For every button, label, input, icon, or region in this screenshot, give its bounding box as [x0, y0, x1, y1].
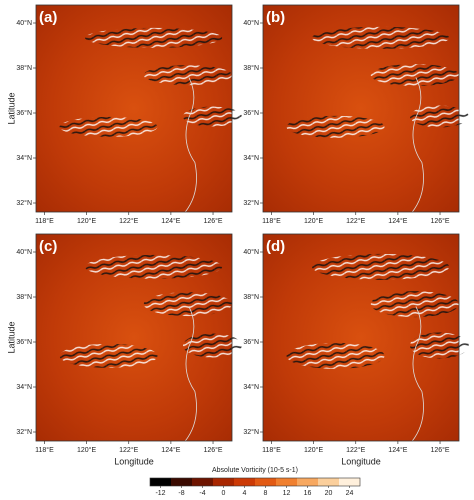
colorbar-tick-label: 16 — [304, 490, 312, 497]
panel-frame — [35, 233, 233, 442]
colorbar-tick-label: 24 — [346, 490, 354, 497]
vorticity-band — [85, 27, 223, 48]
colorbar-tick-label: 8 — [264, 490, 268, 497]
x-tick-label: 122°E — [346, 217, 365, 225]
y-tick-label: 32°N — [243, 428, 259, 436]
x-axis-title: Longitude — [341, 456, 381, 466]
panel-label: (b) — [266, 9, 285, 26]
colorbar-segment — [318, 478, 340, 486]
colorbar-segment — [255, 478, 277, 486]
vorticity-band — [370, 291, 459, 318]
colorbar-tick-label: -12 — [155, 490, 165, 497]
y-tick-label: 34°N — [243, 383, 259, 391]
colorbar-tick-label: -4 — [199, 490, 205, 497]
vorticity-band — [59, 343, 158, 368]
coastline — [184, 77, 197, 213]
vorticity-band — [183, 106, 242, 127]
x-tick-label: 120°E — [304, 446, 323, 454]
coastline — [411, 77, 424, 213]
y-tick-label: 36°N — [243, 109, 259, 117]
colorbar-segment — [234, 478, 256, 486]
colorbar-tick-label: 12 — [283, 490, 291, 497]
x-tick-label: 118°E — [262, 446, 281, 454]
x-axis-title: Longitude — [114, 456, 154, 466]
y-axis-title: Latitude — [6, 92, 16, 124]
y-axis-title: Latitude — [6, 321, 16, 353]
y-tick-label: 38°N — [16, 64, 32, 72]
y-tick-label: 34°N — [243, 154, 259, 162]
colorbar-frame — [149, 477, 361, 487]
y-tick-label: 32°N — [243, 199, 259, 207]
x-tick-label: 118°E — [35, 217, 54, 225]
x-tick-label: 122°E — [119, 446, 138, 454]
x-tick-label: 120°E — [77, 446, 96, 454]
y-tick-label: 36°N — [16, 338, 32, 346]
vorticity-band — [286, 342, 385, 369]
y-tick-label: 38°N — [16, 293, 32, 301]
panel-label: (d) — [266, 238, 285, 255]
panel-frame — [262, 4, 460, 213]
y-tick-label: 40°N — [243, 19, 259, 27]
x-tick-label: 124°E — [161, 217, 180, 225]
x-tick-label: 122°E — [119, 217, 138, 225]
vorticity-band — [312, 253, 450, 280]
vorticity-band — [312, 26, 450, 49]
vorticity-band — [410, 105, 469, 128]
coastline — [411, 306, 424, 442]
y-tick-label: 32°N — [16, 199, 32, 207]
vorticity-band — [410, 332, 469, 359]
panel-frame — [35, 4, 233, 213]
x-tick-label: 122°E — [346, 446, 365, 454]
vorticity-band — [59, 116, 158, 137]
x-tick-label: 126°E — [203, 217, 222, 225]
y-tick-label: 36°N — [16, 109, 32, 117]
x-tick-label: 120°E — [304, 217, 323, 225]
x-tick-label: 124°E — [161, 446, 180, 454]
vorticity-band — [286, 115, 385, 138]
y-tick-label: 34°N — [16, 383, 32, 391]
x-tick-label: 126°E — [430, 446, 449, 454]
x-tick-label: 126°E — [203, 446, 222, 454]
colorbar-segment — [297, 478, 319, 486]
vorticity-band — [85, 254, 223, 279]
vorticity-band — [370, 64, 459, 87]
y-tick-label: 32°N — [16, 428, 32, 436]
coastline — [184, 306, 197, 442]
colorbar-segment — [192, 478, 214, 486]
colorbar-segment — [213, 478, 235, 486]
y-tick-label: 40°N — [16, 248, 32, 256]
x-tick-label: 120°E — [77, 217, 96, 225]
x-tick-label: 124°E — [388, 217, 407, 225]
panel-frame — [262, 233, 460, 442]
vorticity-band — [143, 292, 232, 317]
colorbar-tick-label: 20 — [325, 490, 333, 497]
x-tick-label: 118°E — [262, 217, 281, 225]
colorbar-segment — [339, 478, 361, 486]
y-tick-label: 34°N — [16, 154, 32, 162]
vorticity-band — [183, 333, 242, 358]
x-tick-label: 124°E — [388, 446, 407, 454]
x-tick-label: 118°E — [35, 446, 54, 454]
y-tick-label: 38°N — [243, 293, 259, 301]
colorbar-title: Absolute Vorticity (10-5 s-1) — [212, 467, 298, 474]
panel-label: (c) — [39, 238, 57, 255]
vorticity-band — [143, 65, 232, 86]
y-tick-label: 36°N — [243, 338, 259, 346]
panel-label: (a) — [39, 9, 57, 26]
y-tick-label: 38°N — [243, 64, 259, 72]
colorbar-tick-label: -8 — [178, 490, 184, 497]
colorbar-segment — [171, 478, 193, 486]
y-tick-label: 40°N — [16, 19, 32, 27]
colorbar-segment — [150, 478, 172, 486]
colorbar-segment — [276, 478, 298, 486]
colorbar-tick-label: 0 — [222, 490, 226, 497]
x-tick-label: 126°E — [430, 217, 449, 225]
y-tick-label: 40°N — [243, 248, 259, 256]
colorbar-tick-label: 4 — [243, 490, 247, 497]
